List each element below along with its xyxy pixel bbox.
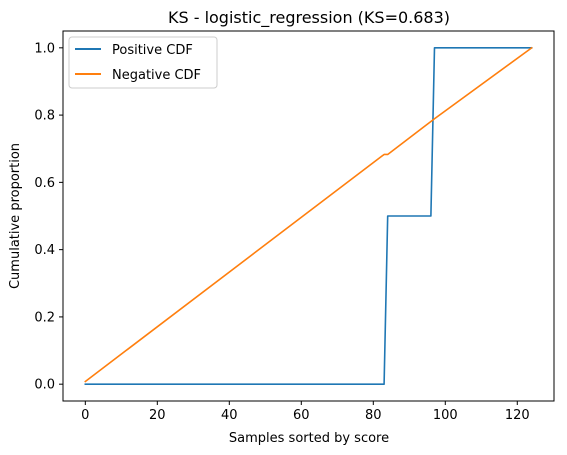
y-tick-label: 1.0 [34, 41, 55, 56]
x-tick-label: 20 [149, 408, 166, 423]
chart-title: KS - logistic_regression (KS=0.683) [168, 8, 450, 28]
y-tick-label: 0.0 [34, 378, 55, 393]
legend: Positive CDF Negative CDF [69, 37, 217, 88]
legend-label-negative: Negative CDF [112, 68, 201, 83]
x-axis-title: Samples sorted by score [229, 431, 389, 446]
x-tick-label: 100 [433, 408, 458, 423]
x-tick-label: 60 [293, 408, 310, 423]
legend-label-positive: Positive CDF [112, 43, 193, 58]
y-tick-label: 0.4 [34, 243, 55, 258]
x-tick-label: 120 [505, 408, 530, 423]
x-tick-label: 80 [365, 408, 382, 423]
x-tick-label: 40 [221, 408, 238, 423]
y-tick-label: 0.8 [34, 109, 55, 124]
y-tick-label: 0.2 [34, 310, 55, 325]
x-tick-label: 0 [81, 408, 89, 423]
y-tick-label: 0.6 [34, 176, 55, 191]
y-axis-title: Cumulative proportion [8, 143, 23, 289]
